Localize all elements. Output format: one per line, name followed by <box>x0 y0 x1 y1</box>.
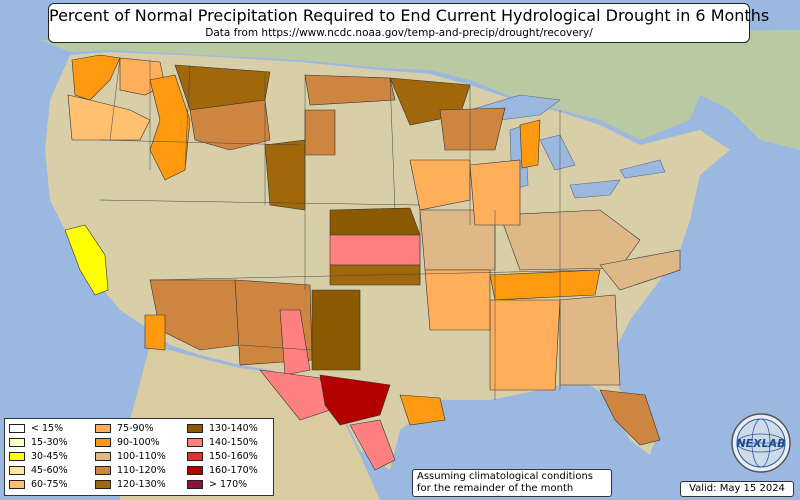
drought-regions <box>64 54 681 471</box>
legend-item: 30-45% <box>9 450 68 463</box>
legend-item: 75-90% <box>95 422 154 435</box>
canada-land <box>40 30 800 150</box>
region-mi-110 <box>439 107 506 151</box>
title-box: Percent of Normal Precipitation Required… <box>48 3 770 43</box>
legend-item: 140-150% <box>187 436 258 449</box>
legend-label: 30-45% <box>31 451 68 462</box>
legend-label: 75-90% <box>117 423 154 434</box>
region-la-90 <box>399 394 446 426</box>
region-tn-90 <box>489 269 601 301</box>
legend-label: 60-75% <box>31 479 68 490</box>
legend-swatch <box>187 452 203 461</box>
legend-item: 110-120% <box>95 464 166 477</box>
legend-swatch <box>187 466 203 475</box>
region-wy-120 <box>264 139 306 211</box>
valid-date: Valid: May 15 2024 <box>680 481 794 497</box>
region-ms-al <box>489 299 561 391</box>
legend-label: 130-140% <box>209 423 258 434</box>
legend-label: 15-30% <box>31 437 68 448</box>
legend-label: 160-170% <box>209 465 258 476</box>
state-borders <box>99 57 601 400</box>
note-line-2: for the remainder of the month <box>417 483 574 494</box>
region-tx-ph <box>311 289 361 371</box>
region-fl <box>599 389 661 446</box>
legend: < 15% 15-30% 30-45% 45-60% 60-75% 75-90%… <box>4 418 274 496</box>
region-id-90 <box>149 74 191 181</box>
legend-label: 100-110% <box>117 451 166 462</box>
logo-text: NEXLAB <box>736 437 785 450</box>
legend-item: 160-170% <box>187 464 258 477</box>
legend-label: > 170% <box>209 479 248 490</box>
legend-label: < 15% <box>31 423 64 434</box>
region-tx-coast <box>349 419 396 471</box>
region-se-100 <box>499 209 641 271</box>
region-ar <box>424 269 491 331</box>
map-subtitle: Data from https://www.ncdc.noaa.gov/temp… <box>205 27 593 39</box>
region-sd <box>304 109 336 156</box>
legend-item: 60-75% <box>9 478 68 491</box>
legend-swatch <box>95 466 111 475</box>
legend-item: 150-160% <box>187 450 258 463</box>
region-wa-90 <box>71 54 121 101</box>
region-nm-140 <box>279 309 311 376</box>
region-ca-30 <box>64 224 109 296</box>
legend-swatch <box>9 452 25 461</box>
legend-label: 45-60% <box>31 465 68 476</box>
legend-label: 120-130% <box>117 479 166 490</box>
region-nd <box>304 74 396 106</box>
legend-swatch <box>9 480 25 489</box>
region-mi-90 <box>519 119 541 169</box>
region-ne <box>329 207 421 236</box>
legend-swatch <box>95 452 111 461</box>
legend-label: 90-100% <box>117 437 160 448</box>
region-il-in <box>469 159 521 226</box>
region-az-90 <box>144 314 166 351</box>
legend-item: 45-60% <box>9 464 68 477</box>
legend-item: 100-110% <box>95 450 166 463</box>
legend-swatch <box>9 424 25 433</box>
legend-swatch <box>9 438 25 447</box>
legend-item: 120-130% <box>95 478 166 491</box>
legend-label: 150-160% <box>209 451 258 462</box>
map-title: Percent of Normal Precipitation Required… <box>49 6 770 25</box>
region-nc <box>599 249 681 291</box>
legend-swatch <box>95 424 111 433</box>
note-line-1: Assuming climatological conditions <box>417 471 593 482</box>
region-mt-110 <box>189 99 271 151</box>
assumption-note: Assuming climatological conditions for t… <box>412 469 612 497</box>
legend-swatch <box>95 480 111 489</box>
legend-swatch <box>187 480 203 489</box>
legend-item: 130-140% <box>187 422 258 435</box>
region-ks-140 <box>329 234 421 266</box>
legend-swatch <box>187 438 203 447</box>
region-tx-160 <box>319 374 391 426</box>
region-ga <box>559 294 621 386</box>
legend-swatch <box>9 466 25 475</box>
legend-label: 140-150% <box>209 437 258 448</box>
legend-item: > 170% <box>187 478 247 491</box>
legend-item: < 15% <box>9 422 63 435</box>
legend-label: 110-120% <box>117 465 166 476</box>
legend-swatch <box>187 424 203 433</box>
nexlab-globe-logo: NEXLAB <box>731 413 791 473</box>
legend-item: 15-30% <box>9 436 68 449</box>
legend-item: 90-100% <box>95 436 160 449</box>
legend-swatch <box>95 438 111 447</box>
